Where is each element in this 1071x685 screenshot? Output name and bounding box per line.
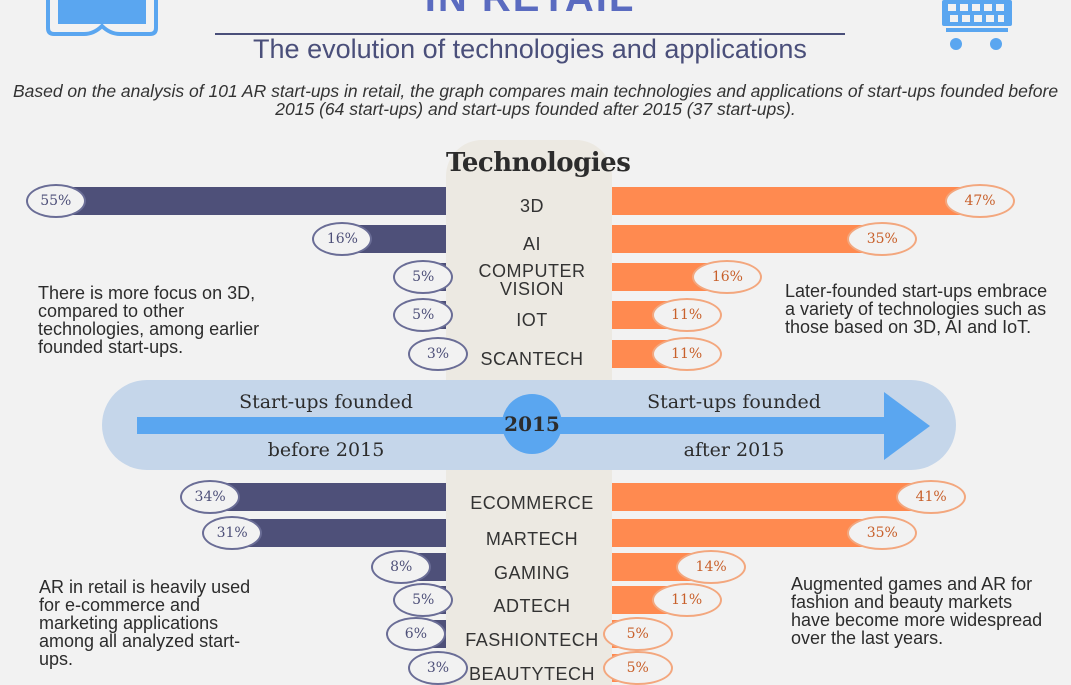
category-label-ecommerce: ECOMMERCE	[470, 493, 594, 513]
bar-before-3d	[41, 187, 446, 215]
value-label-after-ai: 35%	[847, 222, 918, 256]
value-label-before-computer-vision: 5%	[393, 260, 454, 294]
value-label-after-3d: 47%	[945, 184, 1016, 218]
category-label-fashiontech: FASHIONTECH	[465, 630, 599, 650]
value-label-before-beautytech: 3%	[407, 651, 468, 685]
shopping-cart-icon	[942, 0, 1012, 50]
timeline-right-bottom: after 2015	[683, 439, 785, 461]
title-rule	[215, 33, 845, 35]
bar-after-3d	[612, 187, 996, 215]
category-label-scantech: SCANTECH	[480, 349, 584, 369]
note-app-before: AR in retail is heavily used for e-comme…	[39, 577, 251, 669]
category-label-computer-vision: COMPUTER VISION	[478, 261, 586, 299]
note-tech-after: Later-founded start-ups embrace a variet…	[785, 281, 1048, 337]
page-subtitle: The evolution of technologies and applic…	[253, 34, 807, 64]
value-label-after-iot: 11%	[651, 298, 722, 332]
category-label-iot: IOT	[516, 310, 548, 330]
value-label-before-scantech: 3%	[407, 337, 468, 371]
category-label-adtech: ADTECH	[493, 596, 571, 616]
value-label-after-martech: 35%	[847, 516, 918, 550]
value-label-before-gaming: 8%	[371, 550, 432, 584]
timeline-arrow-head	[884, 392, 930, 460]
category-label-martech: MARTECH	[485, 529, 579, 549]
category-label-gaming: GAMING	[493, 563, 570, 583]
value-label-after-computer-vision: 16%	[692, 260, 763, 294]
timeline-year: 2015	[502, 394, 562, 454]
timeline-left-bottom: before 2015	[267, 439, 385, 461]
value-label-after-beautytech: 5%	[602, 651, 673, 685]
timeline-left-top: Start-ups founded	[239, 391, 413, 413]
page-title: IN RETAIL	[215, 0, 845, 18]
note-tech-before: There is more focus on 3D, compared to o…	[38, 283, 260, 357]
value-label-after-ecommerce: 41%	[896, 480, 967, 514]
value-label-before-martech: 31%	[202, 516, 263, 550]
technologies-heading: Technologies	[446, 148, 631, 178]
category-label-ai: AI	[522, 234, 541, 254]
value-label-before-ai: 16%	[312, 222, 373, 256]
intro-text: Based on the analysis of 101 AR start-up…	[12, 81, 1059, 119]
value-label-before-ecommerce: 34%	[180, 480, 241, 514]
value-label-after-gaming: 14%	[676, 550, 747, 584]
bar-after-ecommerce	[612, 483, 947, 511]
value-label-before-fashiontech: 6%	[385, 617, 446, 651]
category-label-3d: 3D	[519, 196, 544, 216]
value-label-after-adtech: 11%	[651, 583, 722, 617]
value-label-before-iot: 5%	[393, 298, 454, 332]
timeline-right-top: Start-ups founded	[647, 391, 821, 413]
note-app-after: Augmented games and AR for fashion and b…	[791, 574, 1043, 648]
value-label-after-fashiontech: 5%	[602, 617, 673, 651]
category-label-beautytech: BEAUTYTECH	[468, 664, 596, 684]
value-label-before-adtech: 5%	[393, 583, 454, 617]
value-label-before-3d: 55%	[25, 184, 86, 218]
vr-headset-icon	[46, 0, 158, 36]
value-label-after-scantech: 11%	[651, 337, 722, 371]
